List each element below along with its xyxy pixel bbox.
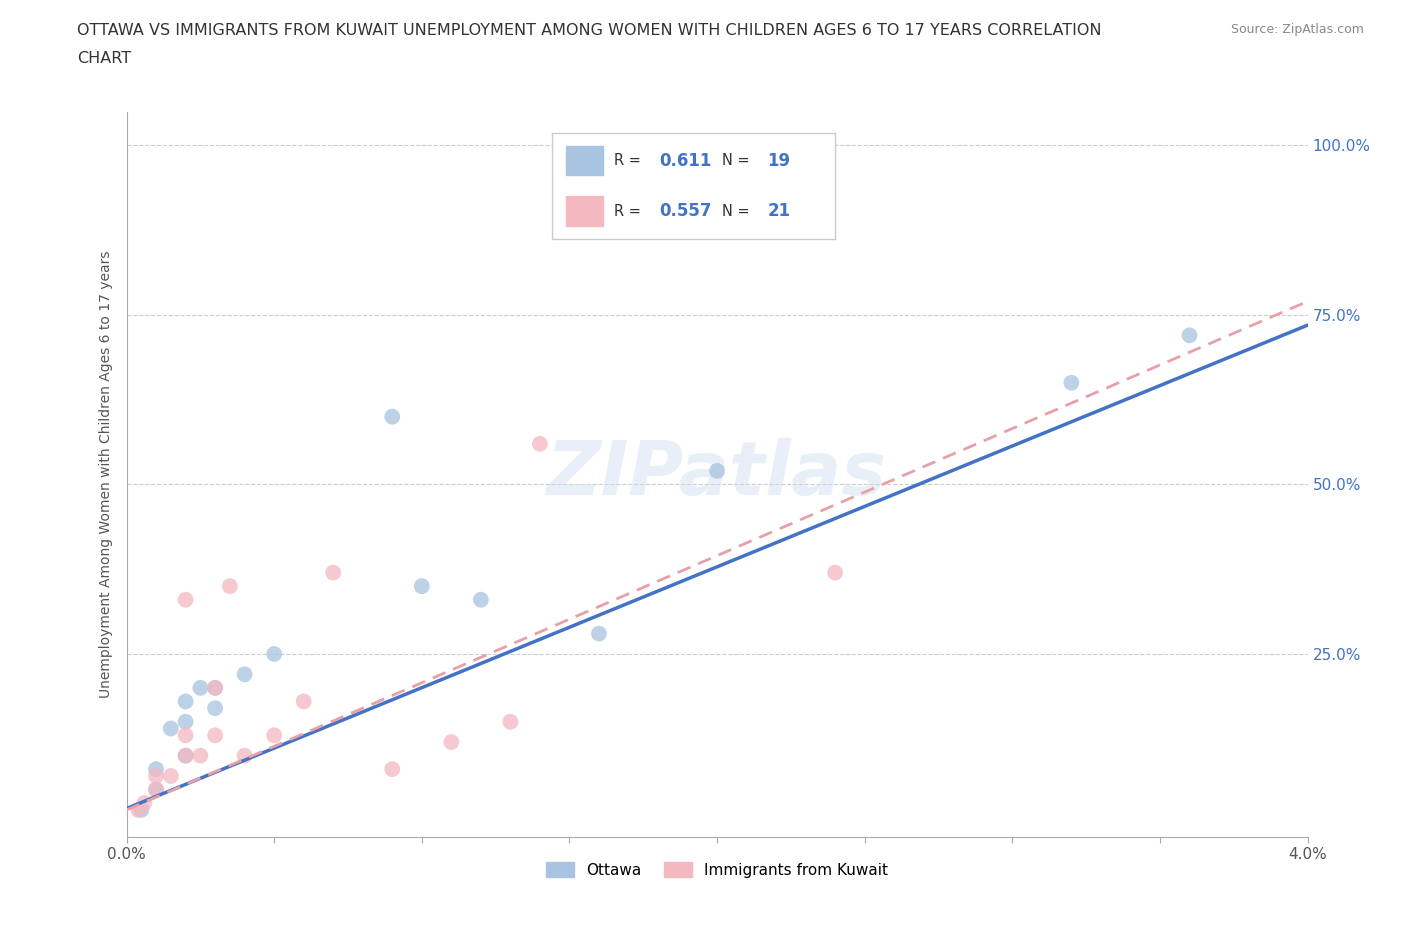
Point bbox=[263, 728, 285, 743]
Point bbox=[204, 681, 226, 696]
Point bbox=[188, 681, 212, 696]
Point bbox=[145, 768, 167, 783]
Point bbox=[204, 681, 226, 696]
Point bbox=[824, 565, 846, 580]
Point bbox=[292, 694, 315, 709]
Point bbox=[160, 768, 183, 783]
Point bbox=[145, 762, 167, 777]
Point bbox=[499, 714, 522, 729]
Point bbox=[529, 436, 551, 451]
Legend: Ottawa, Immigrants from Kuwait: Ottawa, Immigrants from Kuwait bbox=[540, 856, 894, 884]
Point bbox=[470, 592, 492, 607]
Point bbox=[160, 721, 183, 736]
Point bbox=[440, 735, 463, 750]
Point bbox=[174, 592, 197, 607]
Point bbox=[219, 578, 242, 593]
Point bbox=[263, 646, 285, 661]
Text: Source: ZipAtlas.com: Source: ZipAtlas.com bbox=[1230, 23, 1364, 36]
Point bbox=[233, 667, 256, 682]
Point bbox=[204, 700, 226, 715]
Point bbox=[174, 749, 197, 764]
Point bbox=[174, 694, 197, 709]
Point bbox=[134, 796, 156, 811]
Point bbox=[381, 409, 404, 424]
Point bbox=[381, 762, 404, 777]
Point bbox=[174, 714, 197, 729]
Point bbox=[145, 782, 167, 797]
Point bbox=[1178, 328, 1201, 343]
Text: CHART: CHART bbox=[77, 51, 131, 66]
Point bbox=[411, 578, 433, 593]
Point bbox=[233, 749, 256, 764]
Text: OTTAWA VS IMMIGRANTS FROM KUWAIT UNEMPLOYMENT AMONG WOMEN WITH CHILDREN AGES 6 T: OTTAWA VS IMMIGRANTS FROM KUWAIT UNEMPLO… bbox=[77, 23, 1102, 38]
Text: ZIPatlas: ZIPatlas bbox=[547, 438, 887, 511]
Point bbox=[588, 626, 610, 641]
Point bbox=[204, 728, 226, 743]
Point bbox=[322, 565, 344, 580]
Y-axis label: Unemployment Among Women with Children Ages 6 to 17 years: Unemployment Among Women with Children A… bbox=[100, 250, 114, 698]
Point bbox=[1060, 376, 1083, 391]
Point bbox=[188, 749, 212, 764]
Point bbox=[706, 463, 728, 478]
Point bbox=[174, 749, 197, 764]
Point bbox=[174, 728, 197, 743]
Point bbox=[129, 803, 153, 817]
Point bbox=[145, 782, 167, 797]
Point bbox=[127, 803, 149, 817]
